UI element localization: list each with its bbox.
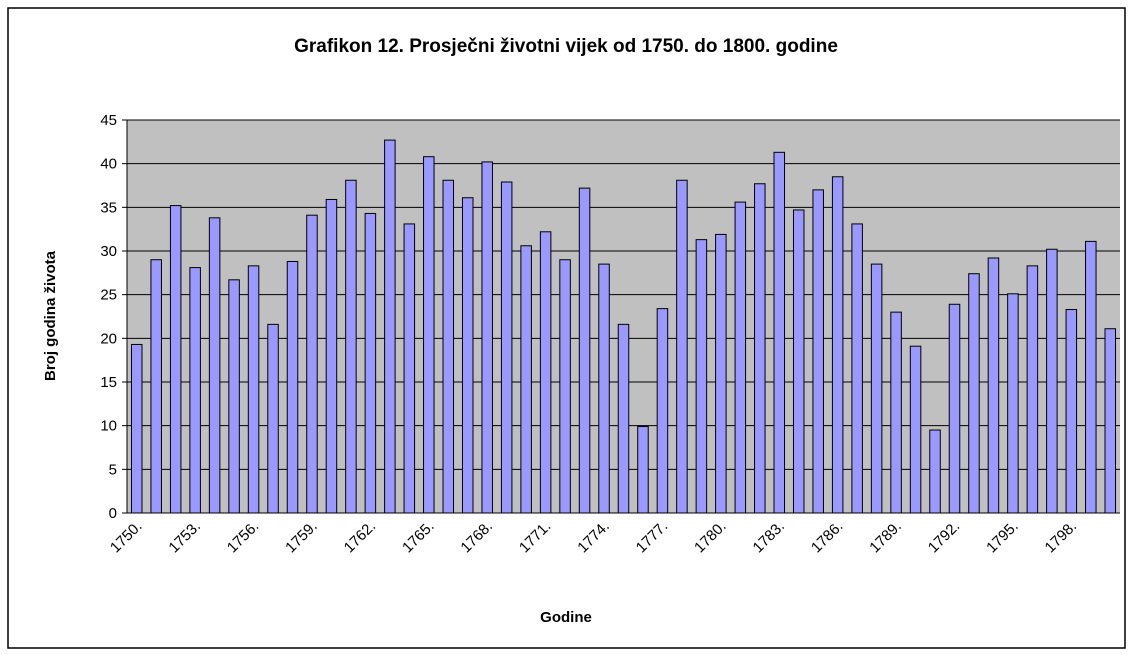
bar — [637, 426, 649, 514]
y-tick-label: 10 — [100, 418, 117, 435]
bar — [130, 343, 143, 514]
bar — [267, 323, 279, 514]
y-tick-label: 45 — [100, 112, 117, 129]
bar — [1104, 328, 1117, 514]
y-tick-label: 25 — [100, 287, 117, 304]
bar — [1065, 309, 1078, 514]
bar — [345, 179, 357, 514]
bar — [481, 161, 493, 514]
bar — [559, 259, 571, 514]
bar — [851, 223, 863, 514]
y-tick-label: 30 — [100, 243, 117, 260]
bar — [890, 311, 902, 514]
bar — [909, 345, 922, 514]
bar — [189, 267, 201, 514]
bar — [423, 156, 435, 514]
bar — [500, 181, 513, 514]
bar — [695, 239, 708, 514]
bar — [734, 201, 747, 514]
y-tick-label: 20 — [100, 330, 117, 347]
bar — [520, 245, 532, 514]
bar — [870, 263, 883, 514]
bar — [384, 139, 396, 514]
chart-title: Grafikon 12. Prosječni životni vijek od … — [294, 36, 838, 57]
bar — [228, 279, 240, 514]
bar — [539, 231, 552, 514]
bar — [364, 212, 377, 514]
bar — [676, 179, 688, 514]
bar — [169, 205, 182, 514]
bar — [1046, 248, 1058, 514]
bar — [1026, 265, 1039, 514]
x-axis-title: Godine — [540, 609, 592, 626]
bar — [286, 260, 299, 514]
bar — [715, 233, 727, 514]
bar — [656, 308, 669, 514]
bar — [1085, 240, 1097, 514]
bar — [150, 259, 162, 514]
bar — [442, 179, 455, 514]
bar — [325, 198, 338, 514]
bar — [247, 265, 260, 514]
bar — [831, 176, 844, 514]
bar — [1007, 293, 1019, 514]
bar — [929, 429, 941, 514]
bar — [617, 323, 630, 514]
bar — [754, 183, 766, 514]
bar — [598, 263, 610, 514]
bar — [968, 273, 980, 514]
y-tick-label: 35 — [100, 199, 117, 216]
y-tick-label: 40 — [100, 156, 117, 173]
bar — [773, 151, 786, 514]
bar — [948, 303, 961, 514]
bar — [792, 209, 805, 514]
bar — [403, 223, 416, 514]
y-tick-label: 5 — [109, 461, 117, 478]
bar — [812, 189, 824, 514]
bar — [208, 217, 221, 514]
bar — [306, 214, 318, 514]
bar — [461, 197, 474, 514]
bar — [987, 257, 1000, 514]
bar — [578, 187, 591, 514]
y-tick-label: 0 — [109, 505, 117, 522]
y-axis-title: Broj godina života — [42, 250, 59, 381]
y-tick-label: 15 — [100, 374, 117, 391]
